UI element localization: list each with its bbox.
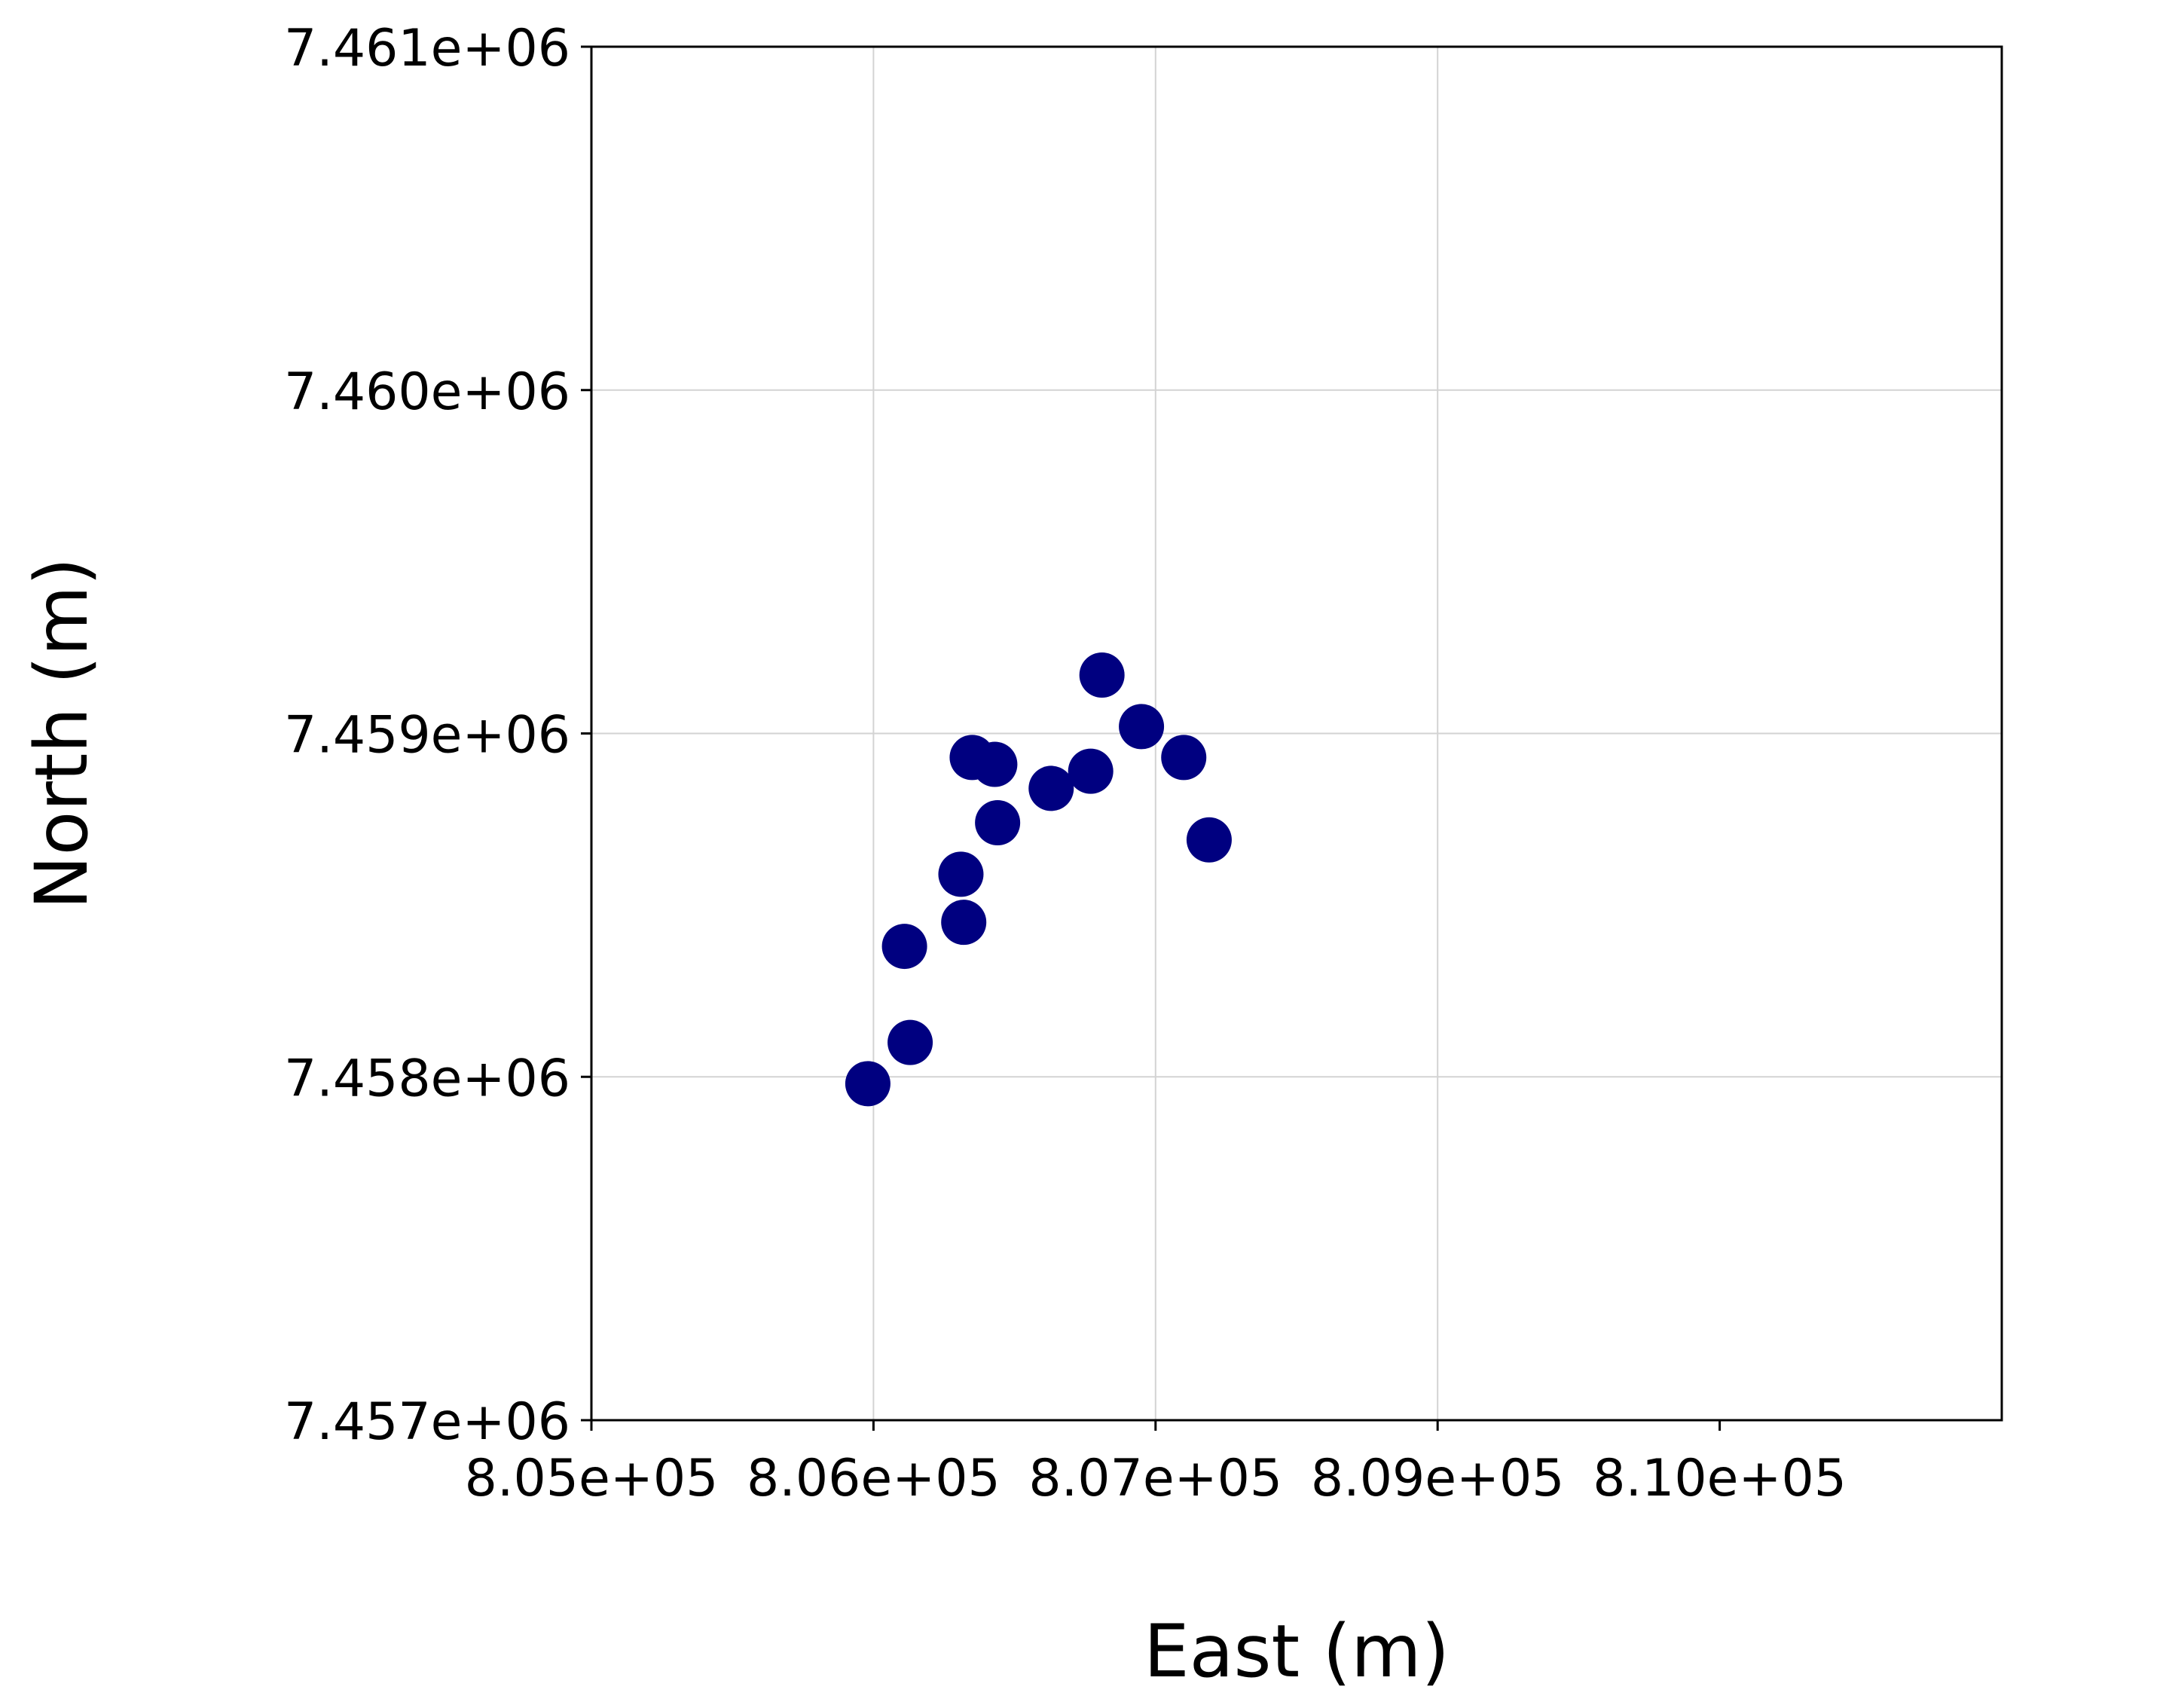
grid [591, 47, 2002, 1420]
data-point [1186, 817, 1232, 863]
x-tick-label: 8.05e+05 [465, 1449, 719, 1508]
y-tick-label: 7.459e+06 [284, 706, 570, 765]
data-point [845, 1061, 891, 1107]
data-point [1068, 748, 1114, 794]
x-axis-label: East (m) [1144, 1609, 1450, 1694]
data-point [972, 741, 1018, 787]
data-point [941, 900, 987, 946]
y-tick-label: 7.461e+06 [284, 19, 570, 78]
data-point [881, 924, 927, 970]
x-axis: 8.05e+05 8.06e+05 8.07e+05 8.09e+05 8.10e+05 [465, 1420, 1847, 1508]
data-point [1028, 765, 1074, 811]
data-point [975, 799, 1021, 845]
y-axis-label: North (m) [20, 558, 104, 909]
y-tick-label: 7.460e+06 [284, 362, 570, 422]
x-tick-label: 8.06e+05 [747, 1449, 1001, 1508]
x-tick-label: 8.07e+05 [1028, 1449, 1282, 1508]
y-tick-label: 7.458e+06 [284, 1049, 570, 1108]
data-point [1079, 652, 1125, 698]
y-tick-label: 7.457e+06 [284, 1392, 570, 1452]
data-point [938, 851, 984, 897]
data-point [1161, 735, 1207, 781]
data-points [845, 652, 1232, 1107]
data-point [1119, 704, 1165, 750]
data-point [887, 1019, 933, 1065]
y-axis: 7.457e+06 7.458e+06 7.459e+06 7.460e+06 7.46… [284, 19, 591, 1452]
x-tick-label: 8.09e+05 [1311, 1449, 1565, 1508]
x-tick-label: 8.10e+05 [1593, 1449, 1847, 1508]
